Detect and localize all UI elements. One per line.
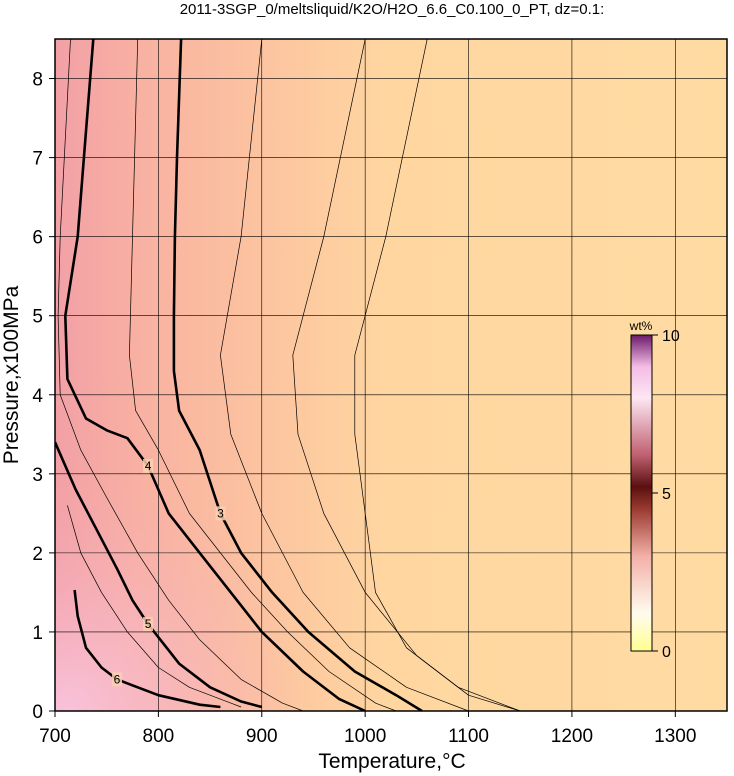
y-tick-label: 0 — [32, 702, 43, 723]
x-tick-label: 1300 — [654, 726, 696, 747]
contour-line — [64, 39, 366, 711]
contour-label-bg — [143, 458, 154, 473]
contour-label-bg — [215, 506, 226, 521]
colorbar — [630, 334, 653, 652]
axes: 700 800 900 1000 1100 1200 1300 0 1 2 3 4 5 6 7 8 — [32, 70, 696, 747]
contour-line — [55, 441, 263, 709]
contour-label: 5 — [145, 617, 152, 631]
contour-label-bg — [112, 672, 123, 687]
colorbar-tick-label: 5 — [662, 486, 671, 503]
contour-line — [220, 39, 469, 711]
colorbar-label: wt% — [629, 319, 653, 333]
contour-line — [57, 39, 304, 711]
y-axis-label: Pressure,x100MPa — [0, 285, 23, 464]
contour-label-bg — [143, 617, 154, 632]
y-tick-label: 3 — [32, 465, 43, 486]
x-tick-label: 1100 — [448, 726, 489, 747]
x-tick-label: 1000 — [344, 726, 386, 747]
x-tick-label: 700 — [39, 726, 71, 747]
contour-line — [354, 39, 521, 711]
contour-label: 3 — [217, 506, 224, 520]
contour-line — [73, 589, 221, 709]
contours — [55, 39, 521, 711]
plot-shade — [55, 39, 727, 711]
plot-frame — [54, 38, 728, 712]
y-tick-label: 6 — [32, 228, 43, 249]
y-tick-label: 8 — [32, 70, 43, 91]
contour-labels: 3 4 5 6 — [112, 458, 226, 687]
chart-title: 2011-3SGP_0/meltsliquid/K2O/H2O_6.6_C0.1… — [180, 1, 605, 18]
colorbar-ticks: 0 5 10 — [652, 328, 680, 661]
x-tick-label: 900 — [246, 726, 278, 747]
contour-label: 4 — [145, 459, 152, 473]
contour-label: 6 — [114, 672, 121, 686]
contour-line — [129, 39, 397, 711]
y-tick-label: 5 — [32, 307, 43, 328]
y-tick-label: 1 — [32, 623, 43, 644]
colorbar-tick-label: 10 — [662, 328, 680, 345]
y-tick-label: 7 — [32, 149, 43, 170]
contour-line — [172, 39, 423, 711]
y-tick-label: 4 — [32, 386, 43, 407]
contour-line — [67, 505, 242, 708]
colorbar-tick-label: 0 — [662, 644, 671, 661]
y-tick-label: 2 — [32, 544, 43, 565]
x-axis-label: Temperature,°C — [318, 750, 465, 773]
x-tick-label: 1200 — [551, 726, 593, 747]
x-tick-label: 800 — [143, 726, 175, 747]
